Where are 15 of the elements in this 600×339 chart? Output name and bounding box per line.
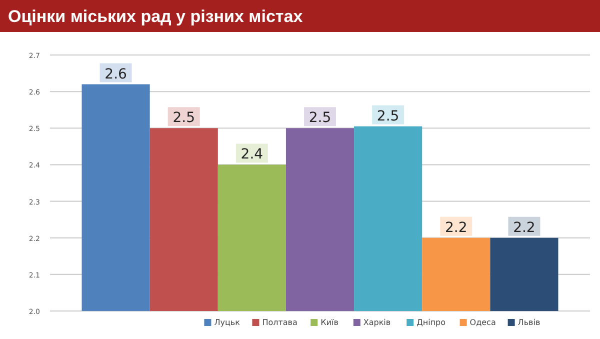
data-label: 2.2 (445, 220, 468, 236)
legend-label: Харків (363, 318, 391, 327)
legend-label: Одеса (470, 318, 496, 327)
legend-label: Луцьк (214, 318, 240, 327)
chart-title: Оцінки міських рад у різних містах (8, 7, 304, 26)
legend-label: Київ (320, 318, 339, 327)
data-label: 2.5 (376, 108, 400, 124)
legend-label: Львів (518, 318, 540, 327)
legend-label: Дніпро (416, 318, 446, 327)
data-label: 2.2 (513, 220, 536, 236)
data-label: 2.5 (308, 110, 332, 126)
data-label: 2.5 (172, 110, 195, 126)
data-label: 2.6 (104, 66, 128, 82)
legend-label: Полтава (262, 318, 298, 327)
data-label: 2.4 (240, 146, 264, 163)
